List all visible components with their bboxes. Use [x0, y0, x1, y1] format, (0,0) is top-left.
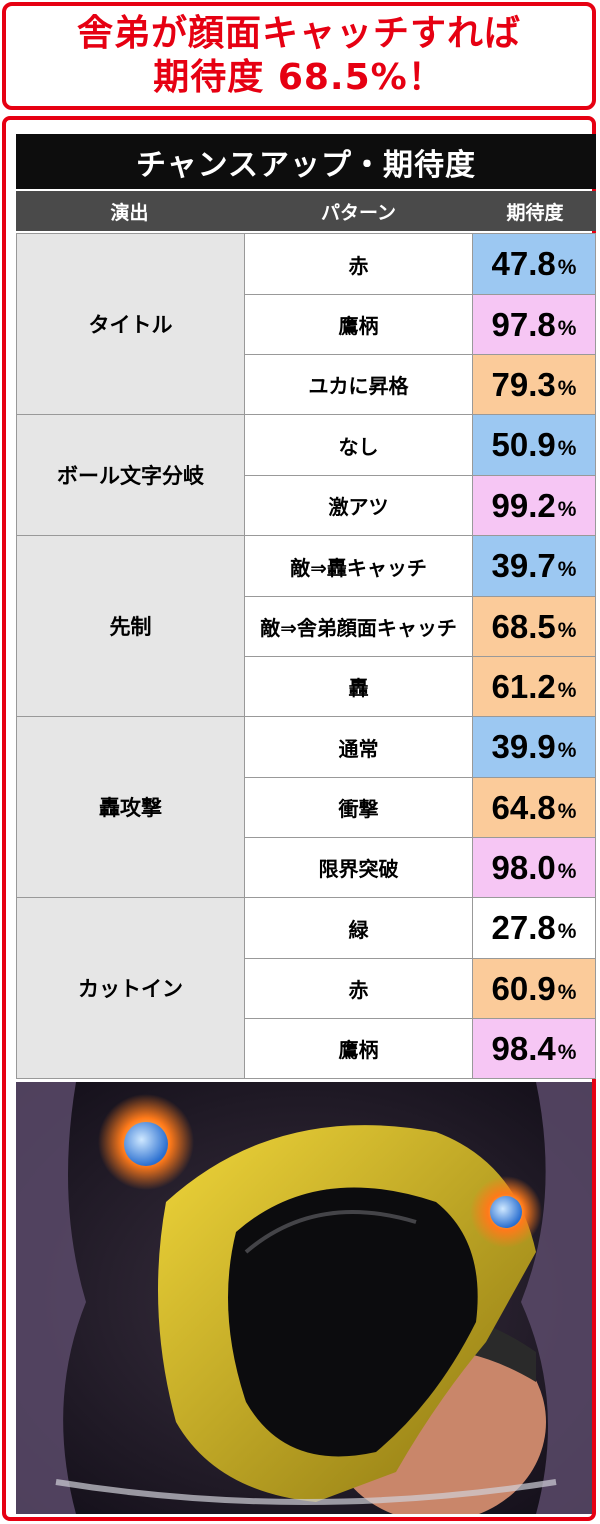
- rate-cell: 47.8%: [473, 234, 595, 294]
- pattern-cell: なし: [245, 415, 473, 475]
- table-header: 演出 パターン 期待度: [16, 191, 596, 231]
- right-ornament: [521, 1082, 592, 1514]
- ball-left: [124, 1122, 168, 1166]
- rate-cell: 27.8%: [473, 898, 595, 958]
- pattern-cell: 轟: [245, 657, 473, 716]
- pattern-cell: 赤: [245, 959, 473, 1018]
- percent-sign: %: [557, 920, 577, 943]
- table-row: 緑 27.8%: [245, 898, 595, 958]
- helmet-visor: [228, 1187, 478, 1457]
- rate-value: 61.2: [491, 667, 556, 705]
- table-row: 限界突破 98.0%: [245, 837, 595, 897]
- rate-value: 39.9: [491, 728, 556, 765]
- table-row: 通常 39.9%: [245, 717, 595, 777]
- rate-cell: 68.5%: [473, 597, 595, 656]
- percent-sign: %: [557, 678, 577, 702]
- percent-sign: %: [557, 558, 577, 581]
- percent-sign: %: [557, 618, 577, 642]
- header-pattern: パターン: [320, 201, 397, 224]
- rate-value: 39.7: [491, 547, 556, 584]
- pattern-cell: 衝撃: [245, 778, 473, 837]
- ball-right: [490, 1196, 522, 1228]
- table-row: なし 50.9%: [245, 415, 595, 475]
- left-ornament: [16, 1082, 86, 1514]
- game-screenshot-illustration: [16, 1082, 592, 1514]
- rate-value: 60.9: [491, 969, 556, 1007]
- rate-cell: 50.9%: [473, 415, 595, 475]
- rate-cell: 98.0%: [473, 838, 595, 897]
- pattern-cell: 限界突破: [245, 838, 473, 897]
- game-screenshot: [16, 1082, 592, 1514]
- table-row: ユカに昇格 79.3%: [245, 354, 595, 414]
- rate-value: 68.5: [491, 607, 556, 645]
- table-row: 鷹柄 98.4%: [245, 1018, 595, 1078]
- rate-value: 64.8: [491, 788, 556, 826]
- header-effect: 演出: [110, 201, 149, 224]
- pattern-cell: 敵⇒舎弟顔面キャッチ: [245, 597, 473, 656]
- rate-value: 27.8: [491, 909, 556, 946]
- rate-cell: 99.2%: [473, 476, 595, 535]
- percent-sign: %: [557, 437, 577, 460]
- rate-value: 99.2: [491, 486, 556, 524]
- table-row: 鷹柄 97.8%: [245, 294, 595, 354]
- table-row: 激アツ 99.2%: [245, 475, 595, 535]
- percent-sign: %: [557, 1040, 577, 1064]
- table-group: カットイン緑 27.8% 赤 60.9% 鷹柄 98.4%: [17, 897, 595, 1078]
- rate-value: 47.8: [491, 245, 556, 282]
- rate-cell: 64.8%: [473, 778, 595, 837]
- rate-value: 98.4: [491, 1029, 556, 1067]
- pattern-cell: 激アツ: [245, 476, 473, 535]
- effect-label: ボール文字分岐: [17, 415, 245, 535]
- percent-sign: %: [557, 316, 577, 340]
- headline-box: 舎弟が顔面キャッチすれば 期待度 68.5%！: [2, 2, 596, 110]
- rate-cell: 39.9%: [473, 717, 595, 777]
- headline-line-1: 舎弟が顔面キャッチすれば: [76, 13, 521, 54]
- table-row: 赤 60.9%: [245, 958, 595, 1018]
- rate-cell: 39.7%: [473, 536, 595, 596]
- percent-sign: %: [557, 739, 577, 762]
- pattern-cell: 緑: [245, 898, 473, 958]
- chance-up-panel: チャンスアップ・期待度 演出 パターン 期待度 タイトル赤 47.8% 鷹柄 97.8…: [2, 116, 596, 1521]
- pattern-cell: ユカに昇格: [245, 355, 473, 414]
- effect-label: タイトル: [17, 234, 245, 414]
- rate-cell: 61.2%: [473, 657, 595, 716]
- table-group: 先制 敵⇒轟キャッチ 39.7% 敵⇒舎弟顔面キャッチ 68.5% 轟 61.2%: [17, 535, 595, 716]
- expectation-table: タイトル赤 47.8% 鷹柄 97.8% ユカに昇格 79.3% ボール文字分岐 なし 50.9…: [16, 233, 596, 1079]
- table-group: 轟攻撃 通常 39.9% 衝撃 64.8% 限界突破 98.0%: [17, 716, 595, 897]
- effect-label: 先制: [17, 536, 245, 716]
- effect-label: 轟攻撃: [17, 717, 245, 897]
- percent-sign: %: [557, 799, 577, 823]
- percent-sign: %: [557, 497, 577, 521]
- rate-cell: 97.8%: [473, 295, 595, 354]
- pattern-cell: 赤: [245, 234, 473, 294]
- percent-sign: %: [557, 376, 577, 400]
- rate-value: 50.9: [491, 426, 556, 463]
- rate-cell: 98.4%: [473, 1019, 595, 1078]
- rate-value: 79.3: [491, 365, 556, 403]
- rate-cell: 79.3%: [473, 355, 595, 414]
- pattern-cell: 鷹柄: [245, 295, 473, 354]
- rate-cell: 60.9%: [473, 959, 595, 1018]
- table-row: 衝撃 64.8%: [245, 777, 595, 837]
- table-row: 敵⇒舎弟顔面キャッチ 68.5%: [245, 596, 595, 656]
- table-row: 轟 61.2%: [245, 656, 595, 716]
- effect-label: カットイン: [17, 898, 245, 1078]
- pattern-cell: 敵⇒轟キャッチ: [245, 536, 473, 596]
- headline-line-2: 期待度 68.5%！: [153, 57, 445, 98]
- header-rate: 期待度: [506, 201, 564, 224]
- table-title: チャンスアップ・期待度: [16, 134, 596, 189]
- rate-value: 97.8: [491, 305, 556, 343]
- pattern-cell: 鷹柄: [245, 1019, 473, 1078]
- table-row: 敵⇒轟キャッチ 39.7%: [245, 536, 595, 596]
- rate-value: 98.0: [491, 848, 556, 886]
- table-group: ボール文字分岐 なし 50.9% 激アツ 99.2%: [17, 414, 595, 535]
- percent-sign: %: [557, 256, 577, 279]
- table-group: タイトル赤 47.8% 鷹柄 97.8% ユカに昇格 79.3%: [17, 234, 595, 414]
- percent-sign: %: [557, 859, 577, 883]
- pattern-cell: 通常: [245, 717, 473, 777]
- percent-sign: %: [557, 980, 577, 1004]
- table-row: 赤 47.8%: [245, 234, 595, 294]
